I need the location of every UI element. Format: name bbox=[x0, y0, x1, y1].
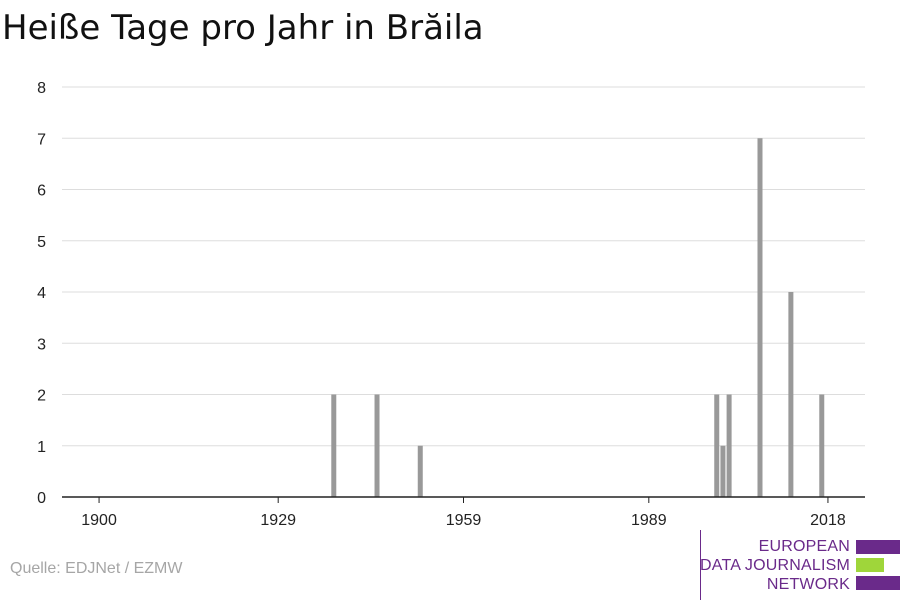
logo-bar-1 bbox=[856, 540, 900, 554]
x-tick-label: 1900 bbox=[81, 512, 117, 529]
chart-title: Heiße Tage pro Jahr in Brăila bbox=[2, 8, 484, 48]
logo-bar-2 bbox=[856, 558, 884, 572]
bar bbox=[331, 394, 337, 497]
bar bbox=[788, 292, 794, 497]
x-tick-label: 1989 bbox=[631, 512, 667, 529]
bar bbox=[720, 445, 726, 497]
y-tick-label: 4 bbox=[37, 285, 46, 302]
bar bbox=[417, 445, 423, 497]
edjnet-logo: EUROPEAN DATA JOURNALISM NETWORK bbox=[700, 530, 900, 600]
logo-line-1: EUROPEAN bbox=[758, 538, 850, 555]
x-tick-label: 2018 bbox=[810, 512, 846, 529]
logo-divider bbox=[700, 530, 701, 600]
y-tick-label: 3 bbox=[37, 336, 46, 353]
bar bbox=[714, 394, 720, 497]
bar bbox=[374, 394, 380, 497]
y-tick-label: 7 bbox=[37, 131, 46, 148]
source-note: Quelle: EDJNet / EZMW bbox=[10, 560, 183, 577]
logo-line-2: DATA JOURNALISM bbox=[700, 557, 850, 574]
y-tick-label: 5 bbox=[37, 234, 46, 251]
bar bbox=[819, 394, 825, 497]
x-tick-label: 1959 bbox=[446, 512, 482, 529]
y-tick-label: 2 bbox=[37, 388, 46, 405]
y-tick-label: 8 bbox=[37, 80, 46, 97]
y-tick-label: 6 bbox=[37, 183, 46, 200]
x-tick-label: 1929 bbox=[260, 512, 296, 529]
y-tick-label: 1 bbox=[37, 439, 46, 456]
logo-bar-3 bbox=[856, 576, 900, 590]
y-tick-label: 0 bbox=[37, 490, 46, 507]
bar bbox=[726, 394, 732, 497]
bar bbox=[757, 138, 763, 497]
logo-line-3: NETWORK bbox=[766, 576, 850, 593]
